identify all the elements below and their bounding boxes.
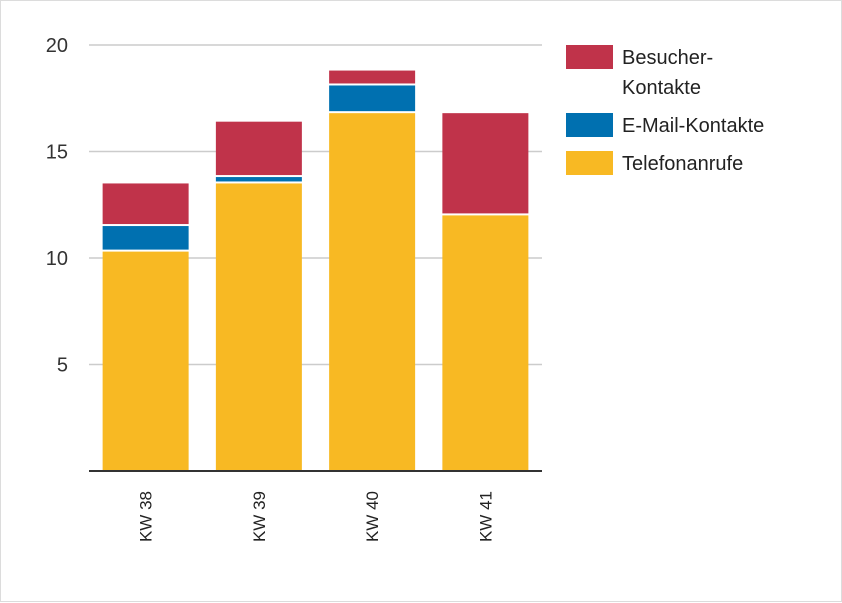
legend-label-besucher-kontakte-line-2: Kontakte: [622, 77, 701, 99]
bar-kw-39-e-mail-kontakte: [215, 177, 302, 182]
y-tick-label-20: 20: [46, 35, 68, 57]
y-tick-label-10: 10: [46, 248, 68, 270]
bar-kw-41-telefonanrufe: [442, 215, 529, 471]
x-tick-label-kw-38: KW 38: [137, 491, 156, 542]
bar-kw-38-telefonanrufe: [102, 251, 189, 471]
x-tick-label-kw-40: KW 40: [363, 491, 382, 542]
bar-kw-38-e-mail-kontakte: [102, 226, 189, 250]
bar-kw-38-besucher-kontakte: [102, 183, 189, 225]
y-axis-ticks: 5 10 15 20: [46, 35, 68, 377]
y-tick-label-15: 15: [46, 142, 68, 164]
legend-label-e-mail-kontakte: E-Mail-Kontakte: [622, 115, 764, 137]
bar-kw-39-telefonanrufe: [215, 183, 302, 471]
bar-kw-39-besucher-kontakte: [215, 121, 302, 176]
bar-kw-40-besucher-kontakte: [329, 70, 416, 84]
legend-label-besucher-kontakte-line-1: Besucher-: [622, 47, 713, 69]
legend-swatch-telefonanrufe: [566, 151, 613, 175]
y-tick-label-5: 5: [57, 355, 68, 377]
bar-kw-40-telefonanrufe: [329, 113, 416, 471]
bar-kw-41-besucher-kontakte: [442, 113, 529, 214]
x-tick-label-kw-41: KW 41: [476, 491, 495, 542]
x-tick-label-kw-39: KW 39: [250, 491, 269, 542]
x-axis-labels: KW 38 KW 39 KW 40 KW 41: [137, 491, 496, 542]
legend-label-telefonanrufe: Telefonanrufe: [622, 153, 743, 175]
legend-swatch-besucher-kontakte: [566, 45, 613, 69]
legend: Besucher- Kontakte E-Mail-Kontakte Telefona…: [566, 45, 764, 175]
bar-kw-40-e-mail-kontakte: [329, 85, 416, 112]
legend-swatch-e-mail-kontakte: [566, 113, 613, 137]
bars: [102, 70, 529, 471]
